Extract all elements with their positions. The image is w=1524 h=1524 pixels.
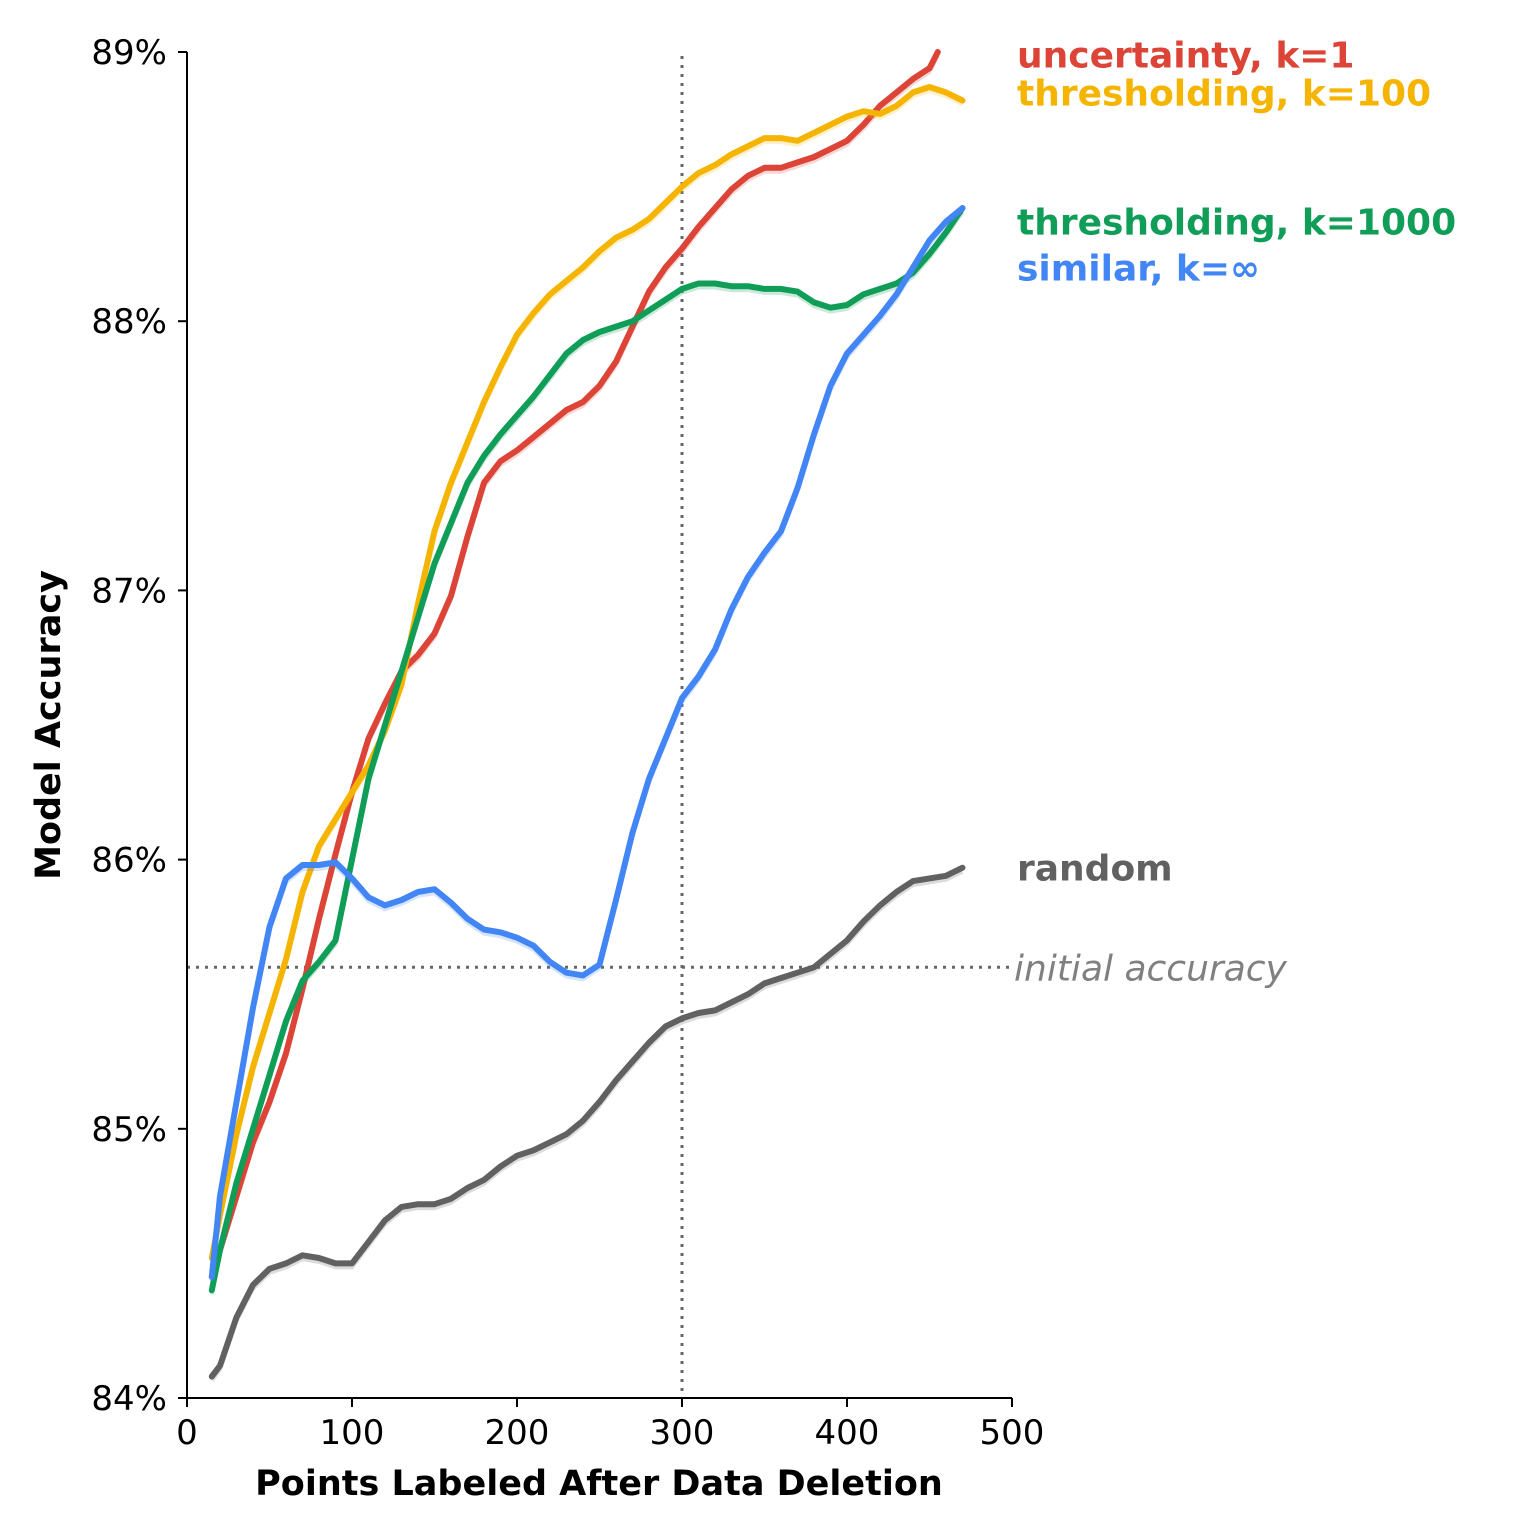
reference-lines: initial accuracy: [187, 56, 1288, 1398]
y-tick-label: 87%: [91, 571, 167, 611]
axes: [186, 52, 1012, 1399]
series-trace-thresholding-k-1000: [209, 210, 965, 1295]
x-tick-label: 0: [176, 1413, 198, 1453]
series-line-thresholding-k-1000: [208, 205, 966, 1294]
series-line-random: [208, 864, 966, 1380]
series-line-uncertainty-k-1: [208, 49, 941, 1280]
series-label-random: random: [1017, 849, 1173, 890]
series-trace-random: [210, 869, 964, 1382]
y-axis-title: Model Accuracy: [29, 570, 69, 880]
series-label-similar-k-inf: similar, k=∞: [1017, 248, 1260, 289]
tick-marks-and-labels: 0 100 200 300 400 500 84% 85% 86% 87% 88% 89%: [91, 33, 1044, 1453]
x-tick-label: 300: [650, 1413, 715, 1453]
x-tick-label: 100: [320, 1413, 385, 1453]
series-lines: [208, 49, 966, 1382]
y-tick-label: 88%: [91, 302, 167, 342]
series-label-uncertainty-k-1: uncertainty, k=1: [1017, 36, 1354, 77]
y-tick-label: 85%: [91, 1110, 167, 1150]
x-tick-label: 400: [815, 1413, 880, 1453]
series-label-thresholding-k-100: thresholding, k=100: [1017, 73, 1431, 114]
y-tick-label: 84%: [91, 1379, 167, 1419]
y-tick-label: 86%: [91, 841, 167, 881]
initial-accuracy-label: initial accuracy: [1014, 948, 1288, 989]
x-tick-label: 500: [980, 1413, 1045, 1453]
series-line-thresholding-k-100: [208, 84, 966, 1261]
x-axis-title: Points Labeled After Data Deletion: [255, 1464, 943, 1504]
y-tick-label: 89%: [91, 33, 167, 73]
series-line-similar-k-inf: [208, 205, 966, 1280]
series-trace-uncertainty-k-1: [209, 55, 940, 1282]
series-label-thresholding-k-1000: thresholding, k=1000: [1017, 203, 1456, 244]
x-tick-label: 200: [485, 1413, 550, 1453]
